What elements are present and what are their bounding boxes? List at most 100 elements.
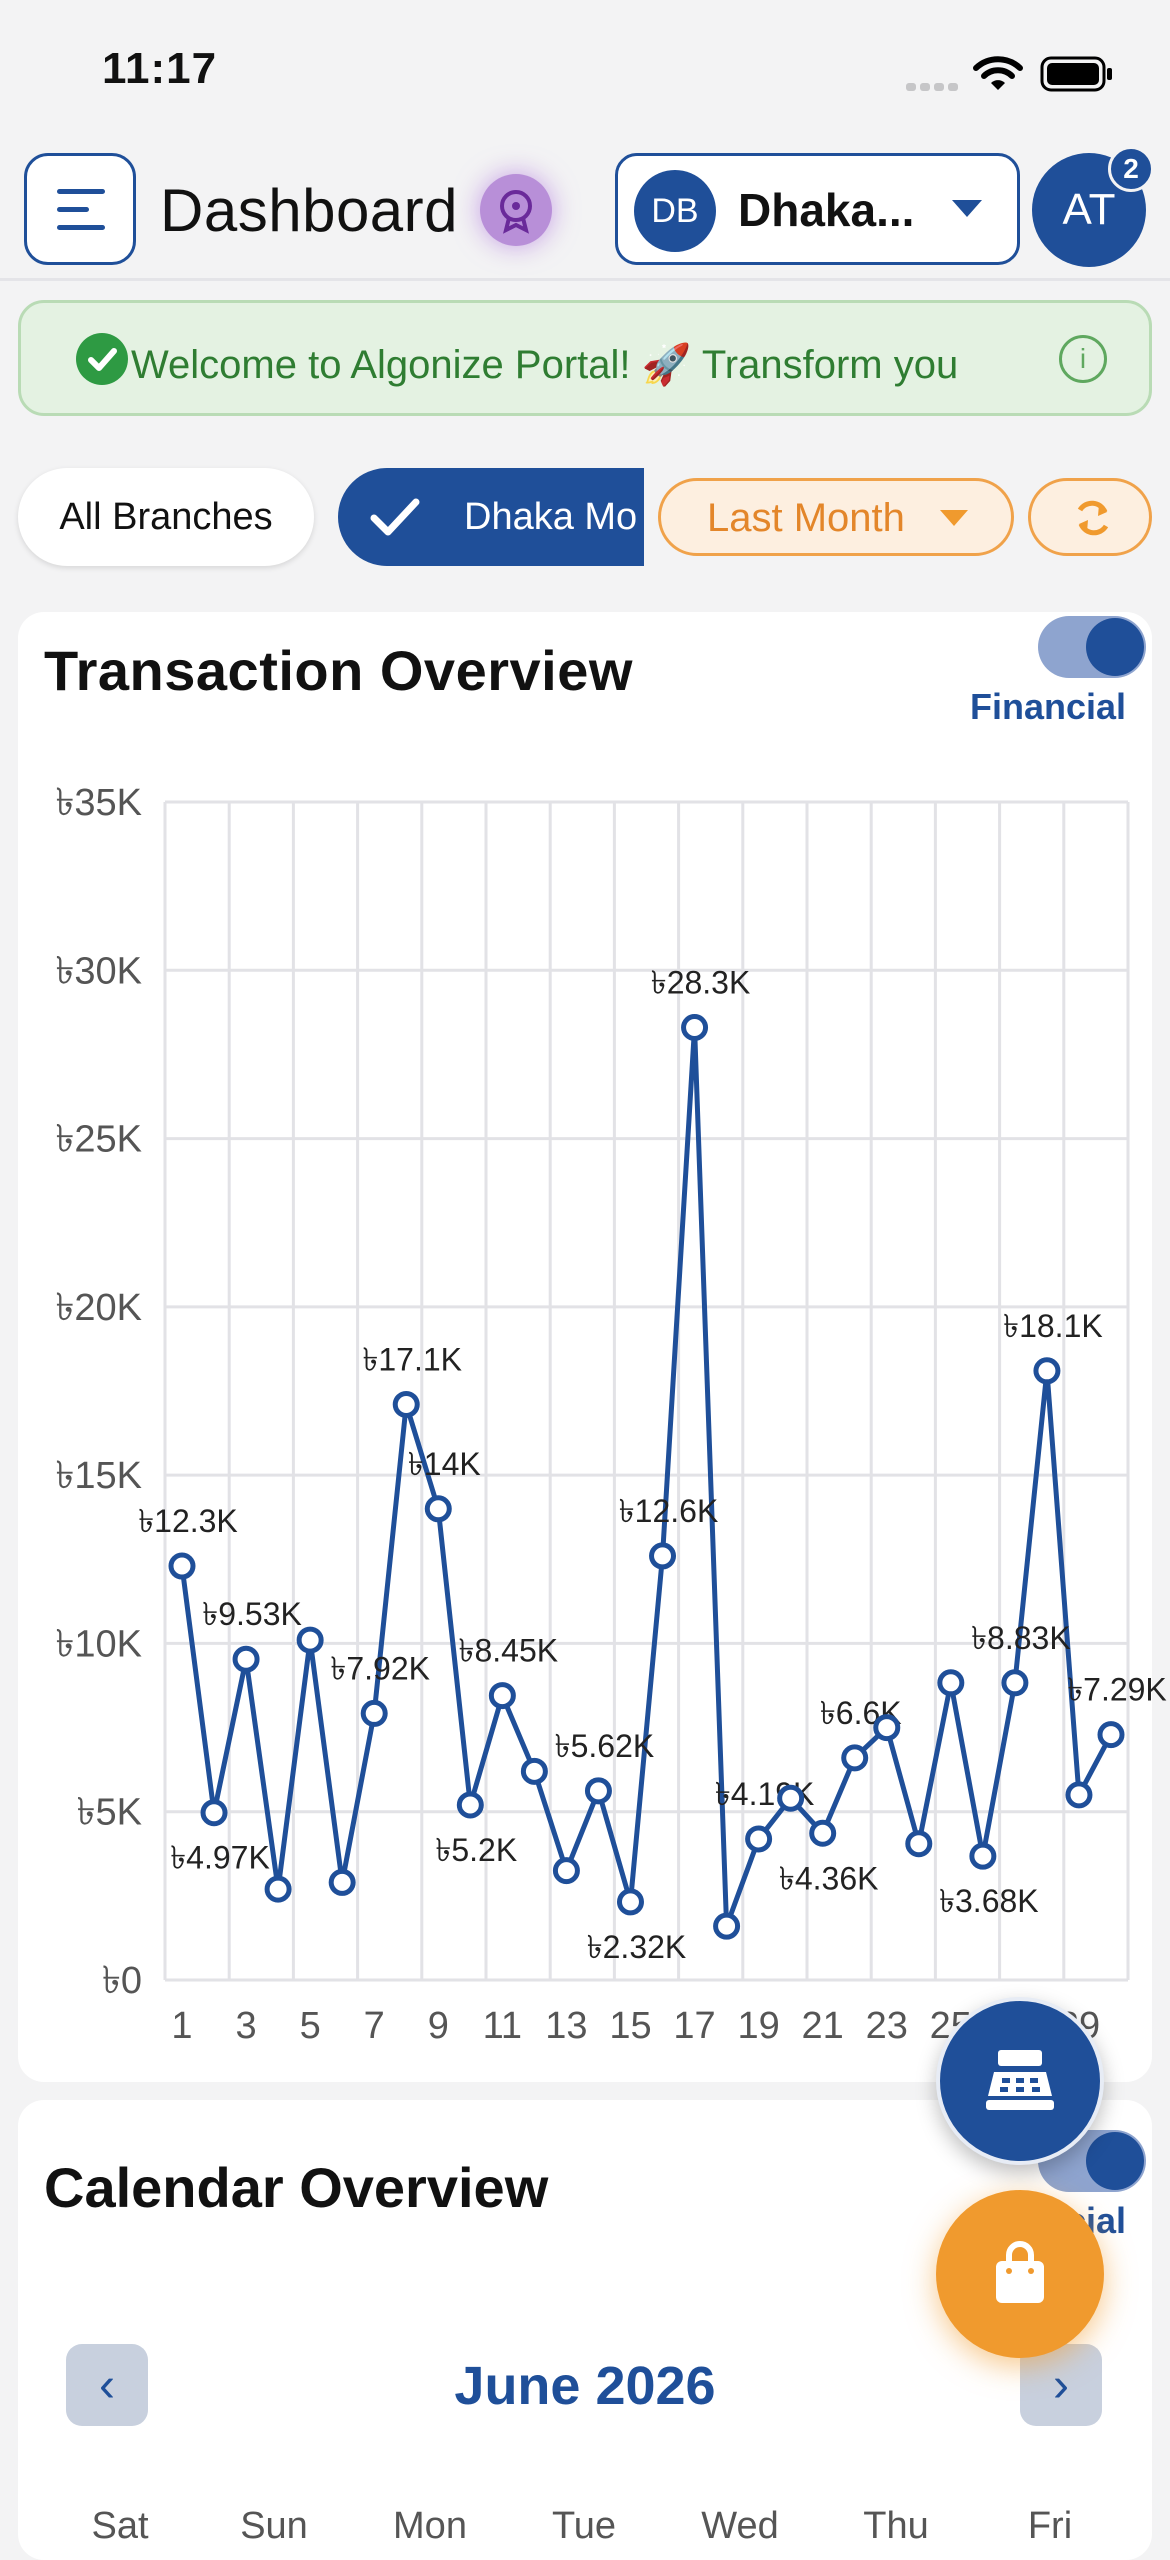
data-point — [937, 1669, 965, 1697]
filter-selected-branch[interactable]: Dhaka Mo — [338, 468, 644, 566]
x-tick-label: 23 — [866, 2005, 908, 2047]
data-label: ৳3.68K — [939, 1883, 1039, 1919]
wifi-icon — [973, 56, 1023, 90]
x-tick-label: 5 — [300, 2005, 321, 2047]
y-tick-label: ৳5K — [77, 1792, 142, 1834]
data-point — [1065, 1781, 1093, 1809]
x-tick-label: 17 — [673, 2005, 715, 2047]
y-tick-label: ৳10K — [55, 1623, 142, 1665]
calendar-overview-title: Calendar Overview — [44, 2156, 549, 2219]
data-point — [809, 1819, 837, 1847]
welcome-banner[interactable]: Welcome to Algonize Portal! 🚀 Transform … — [18, 300, 1152, 416]
data-label: ৳18.1K — [1003, 1308, 1103, 1344]
weekday-label: Wed — [701, 2505, 779, 2547]
transaction-overview-card — [18, 612, 1152, 2082]
y-tick-label: ৳30K — [55, 950, 142, 992]
weekday-label: Fri — [1027, 2505, 1073, 2547]
next-month-button[interactable]: › — [1020, 2344, 1102, 2426]
x-tick-label: 19 — [737, 2005, 779, 2047]
data-point — [424, 1495, 452, 1523]
data-label: ৳2.32K — [587, 1929, 687, 1965]
x-tick-label: 13 — [545, 2005, 587, 2047]
weekday-label: Sat — [91, 2505, 149, 2547]
data-point — [520, 1757, 548, 1785]
y-tick-label: ৳20K — [55, 1287, 142, 1329]
refresh-icon — [1077, 500, 1109, 536]
financial-toggle[interactable] — [1038, 616, 1146, 678]
data-point — [200, 1799, 228, 1827]
page-title: Dashboard — [160, 177, 459, 244]
data-label: ৳5.2K — [435, 1832, 517, 1868]
x-tick-label: 9 — [428, 2005, 449, 2047]
data-point — [296, 1626, 324, 1654]
x-tick-label: 21 — [802, 2005, 844, 2047]
data-point — [552, 1857, 580, 1885]
status-time: 11:17 — [102, 44, 218, 93]
refresh-button[interactable] — [1028, 478, 1152, 556]
header-divider — [0, 278, 1170, 281]
checkmark-icon — [370, 498, 420, 536]
series-line — [179, 1025, 1114, 1929]
notification-count-badge: 2 — [1108, 146, 1154, 192]
data-label: ৳4.97K — [170, 1840, 270, 1876]
x-tick-label: 3 — [235, 2005, 256, 2047]
data-label: ৳7.29K — [1067, 1672, 1167, 1708]
data-point — [392, 1390, 420, 1418]
data-point — [1001, 1669, 1029, 1697]
menu-button[interactable] — [24, 153, 136, 265]
cash-register-icon — [986, 2050, 1054, 2110]
calendar-month-label: June 2026 — [454, 2356, 716, 2416]
data-label: ৳17.1K — [362, 1341, 462, 1377]
banner-text: Welcome to Algonize Portal! 🚀 Transform … — [131, 343, 959, 387]
info-icon[interactable]: i — [1059, 335, 1107, 383]
award-badge-icon[interactable] — [480, 174, 552, 246]
data-point — [584, 1777, 612, 1805]
data-point — [713, 1912, 741, 1940]
data-point — [360, 1699, 388, 1727]
weekday-label: Tue — [551, 2505, 617, 2547]
x-tick-label: 15 — [609, 2005, 651, 2047]
weekday-label: Thu — [863, 2505, 929, 2547]
chevron-down-icon — [952, 200, 982, 217]
data-label: ৳12.6K — [619, 1493, 719, 1529]
branch-avatar: DB — [634, 170, 716, 252]
data-label: ৳28.3K — [651, 965, 751, 1001]
data-point — [969, 1842, 997, 1870]
shopping-bag-icon — [996, 2241, 1044, 2303]
user-avatar[interactable]: AT — [1032, 153, 1146, 267]
period-dropdown[interactable]: Last Month — [658, 478, 1014, 556]
pos-register-fab[interactable] — [936, 1997, 1104, 2165]
data-label: ৳8.45K — [459, 1633, 559, 1669]
previous-month-button[interactable]: ‹ — [66, 2344, 148, 2426]
financial-toggle-label: Financial — [970, 686, 1127, 727]
battery-icon — [1040, 56, 1112, 92]
transaction-overview-title: Transaction Overview — [44, 639, 633, 702]
check-circle-icon — [76, 333, 128, 385]
data-label: ৳14K — [408, 1446, 481, 1482]
data-label: ৳4.36K — [779, 1860, 879, 1896]
data-label: ৳8.83K — [971, 1620, 1071, 1656]
weekday-label: Sun — [240, 2505, 308, 2547]
data-point — [905, 1830, 933, 1858]
x-tick-label: 7 — [364, 2005, 385, 2047]
data-label: ৳7.92K — [330, 1650, 430, 1686]
data-point — [1097, 1721, 1125, 1749]
data-label: ৳5.62K — [555, 1728, 655, 1764]
data-point — [777, 1784, 805, 1812]
data-point — [616, 1888, 644, 1916]
period-label: Last Month — [707, 496, 905, 540]
y-tick-label: ৳15K — [55, 1455, 142, 1497]
data-point — [649, 1542, 677, 1570]
data-point — [1033, 1357, 1061, 1385]
data-point — [456, 1791, 484, 1819]
data-point — [841, 1744, 869, 1772]
branch-name: Dhaka... — [738, 184, 915, 236]
weekday-label: Mon — [393, 2505, 467, 2547]
data-point — [873, 1714, 901, 1742]
y-tick-label: ৳35K — [55, 782, 142, 824]
filter-all-branches[interactable]: All Branches — [18, 468, 314, 566]
shopping-bag-fab[interactable] — [936, 2190, 1104, 2358]
data-label: ৳9.53K — [202, 1596, 302, 1632]
y-tick-label: ৳25K — [55, 1119, 142, 1161]
